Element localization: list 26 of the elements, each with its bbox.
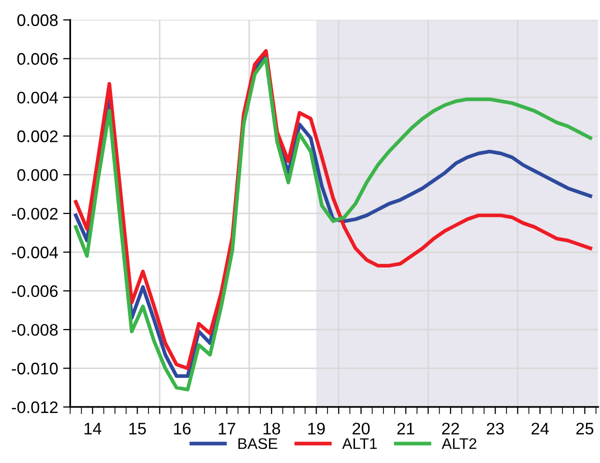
legend-label: BASE (238, 438, 278, 450)
y-tick-label: 0.002 (17, 130, 58, 142)
x-tick-label: 16 (174, 422, 191, 434)
y-tick-label: -0.010 (12, 362, 58, 374)
x-tick-label: 15 (129, 422, 146, 434)
x-tick-label: 19 (308, 422, 325, 434)
y-tick-label: 0.004 (17, 92, 58, 104)
x-tick-label: 18 (264, 422, 280, 434)
x-tick-label: 14 (84, 422, 102, 434)
x-tick-label: 24 (532, 422, 549, 434)
y-tick-label: -0.006 (12, 285, 58, 298)
y-tick-label: 0.006 (17, 53, 58, 65)
legend-label: ALT2 (442, 438, 476, 449)
x-tick-label: 21 (397, 422, 414, 434)
y-tick-label: -0.002 (12, 208, 58, 220)
y-tick-label: 0.000 (17, 169, 58, 181)
x-tick-label: 20 (352, 422, 370, 434)
y-tick-label: -0.004 (12, 246, 58, 258)
x-tick-label: 22 (442, 422, 459, 434)
x-tick-label: 25 (576, 422, 594, 434)
y-tick-label: -0.008 (12, 324, 58, 336)
x-tick-label: 23 (486, 422, 504, 434)
legend-label: ALT1 (342, 438, 377, 449)
x-tick-label: 17 (218, 422, 236, 434)
y-tick-label: -0.012 (12, 401, 58, 414)
y-tick-label: 0.008 (17, 14, 58, 26)
